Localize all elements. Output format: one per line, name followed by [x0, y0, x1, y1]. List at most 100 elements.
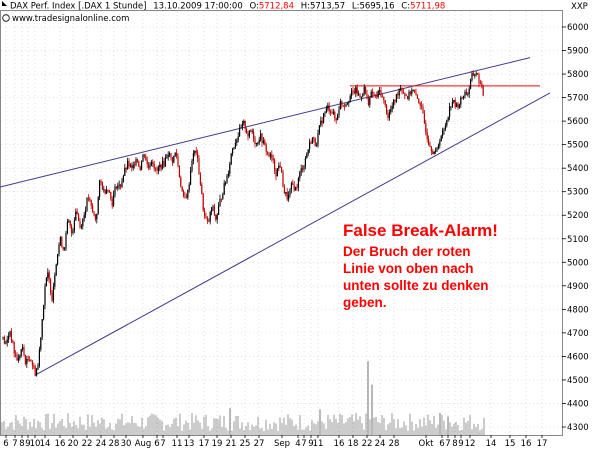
candle-body [386, 104, 388, 115]
x-tick-label: 24 [96, 439, 107, 449]
high-value: 5713,57 [310, 2, 345, 12]
price-axis: 4300 4400 4500 4600 4700 4800 4900 5000 5100 5200… [562, 23, 589, 433]
open-value: 5712,84 [259, 2, 294, 12]
y-tick-label: 5300 [567, 188, 589, 198]
candle-body [118, 184, 120, 186]
candle-body [177, 156, 179, 166]
candle-body [138, 161, 140, 167]
x-tick-label: 20 [68, 439, 79, 449]
candle-body [261, 133, 263, 143]
candle-body [188, 184, 190, 190]
candle-body [92, 205, 94, 212]
candle-body [131, 165, 133, 168]
candle-body [234, 142, 236, 148]
annotation-line-2: Linie von oben nach [343, 261, 474, 276]
candle-body [454, 100, 456, 107]
candle-body [327, 105, 329, 109]
candle-body [159, 164, 161, 168]
candle-body [33, 365, 35, 367]
close-label: C: [401, 2, 410, 12]
trendlines [0, 57, 551, 376]
x-tick-label: 24 [375, 439, 386, 449]
candle-body [388, 112, 390, 119]
svg-text:DAX Perf. Index [.DAX 1 Stund: DAX Perf. Index [.DAX 1 Stunde] 13.10.20… [10, 2, 445, 12]
candle-body [419, 102, 421, 106]
candle-body [163, 160, 165, 167]
candle-body [57, 254, 59, 265]
x-tick-label: 21 [226, 439, 237, 449]
candle-body [240, 127, 242, 129]
candle-body [269, 154, 271, 157]
candle-body [436, 148, 438, 151]
candle-body [416, 94, 418, 99]
candle-body [89, 198, 91, 201]
candle-body [423, 113, 425, 124]
candle-body [253, 131, 255, 139]
x-tick-label: 9 [308, 439, 313, 449]
x-tick-label: 22 [82, 439, 93, 449]
high-label: H: [301, 2, 310, 12]
candle-body [160, 164, 162, 169]
candle-body [150, 161, 152, 166]
candle-body [281, 167, 283, 172]
candle-body [127, 160, 129, 170]
candle-body [316, 145, 318, 147]
candle-body [439, 141, 441, 146]
candle-body [306, 153, 308, 159]
candle-body [204, 210, 206, 216]
candle-body [146, 160, 148, 165]
candle-body [236, 140, 238, 143]
candle-body [83, 214, 85, 219]
candle-body [201, 184, 203, 194]
candle-body [229, 164, 231, 174]
candle-body [26, 359, 28, 364]
x-tick-label: 17 [199, 439, 210, 449]
candle-body [477, 73, 479, 75]
annotation-title: False Break-Alarm! [343, 221, 498, 240]
x-tick-label: 30 [121, 439, 132, 449]
candle-body [373, 93, 375, 95]
candle-body [400, 88, 402, 90]
candle-body [129, 165, 131, 167]
candle-body [283, 187, 285, 194]
candle-body [166, 157, 168, 159]
candle-body [225, 182, 227, 184]
time-axis: 6 7 8 910 14 16 20 22 24 28 30 Aug 6 7 11 13 17 19 21 25 27 S… [3, 435, 547, 449]
header: DAX Perf. Index [.DAX 1 Stunde] 13.10.20… [2, 1, 588, 24]
candle-body [268, 152, 270, 157]
candle-body [363, 86, 365, 94]
candle-body [279, 165, 281, 168]
candle-body [30, 360, 32, 362]
y-tick-label: 4500 [567, 376, 589, 386]
candle-body [393, 99, 395, 107]
candle-body [90, 200, 92, 206]
y-tick-label: 4800 [567, 305, 589, 315]
candle-body [9, 331, 11, 337]
x-tick-label: Aug [135, 439, 152, 449]
candle-body [72, 230, 74, 234]
candle-body [216, 214, 218, 220]
candle-body [451, 101, 453, 107]
low-value: 5695,16 [359, 2, 394, 12]
candle-body [162, 160, 164, 169]
candle-body [86, 198, 88, 211]
candle-body [62, 247, 64, 250]
candle-body [241, 123, 243, 128]
candle-body [409, 91, 411, 94]
candle-body [337, 115, 339, 121]
candle-body [222, 194, 224, 199]
candle-body [310, 142, 312, 144]
candle-body [55, 264, 57, 276]
candle-body [450, 106, 452, 108]
candle-body [254, 138, 256, 145]
candle-body [61, 236, 63, 248]
candle-body [220, 198, 222, 200]
candle-body [472, 72, 474, 76]
candle-body [3, 336, 5, 344]
candle-body [457, 103, 459, 108]
candle-body [111, 198, 113, 206]
x-tick-label: 28 [109, 439, 120, 449]
candle-body [471, 72, 473, 81]
x-tick-label: 10 [30, 439, 41, 449]
candle-body [184, 195, 186, 198]
